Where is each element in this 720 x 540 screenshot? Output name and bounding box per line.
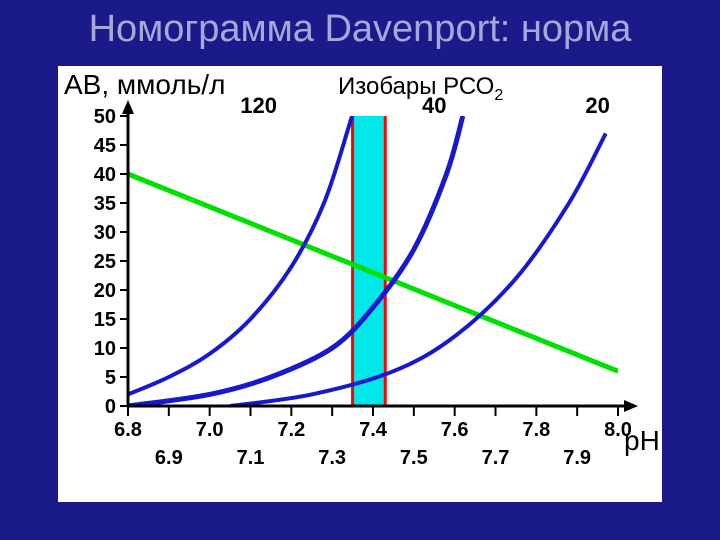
y-tick-label: 50 bbox=[94, 106, 116, 128]
isobars-title: Изобары РСО2 bbox=[338, 73, 503, 104]
x-tick-label: 7.8 bbox=[522, 419, 550, 441]
x-tick-label: 7.1 bbox=[237, 447, 265, 469]
y-tick-label: 15 bbox=[94, 309, 116, 331]
slide-title: Номограмма Davenport: норма bbox=[0, 8, 720, 51]
normal-band bbox=[353, 116, 386, 406]
y-axis-arrow bbox=[122, 100, 134, 114]
davenport-chart: 1204020051015202530354045506.87.07.27.47… bbox=[58, 66, 662, 502]
x-axis-label: рН bbox=[624, 425, 660, 456]
isobar-120 bbox=[128, 99, 357, 395]
x-tick-label: 7.9 bbox=[563, 447, 591, 469]
x-tick-label: 7.3 bbox=[318, 447, 346, 469]
y-tick-label: 40 bbox=[94, 164, 116, 186]
y-tick-label: 0 bbox=[105, 396, 116, 418]
y-tick-label: 20 bbox=[94, 280, 116, 302]
x-tick-label: 7.2 bbox=[277, 419, 305, 441]
isobar-20 bbox=[230, 133, 606, 406]
y-tick-label: 25 bbox=[94, 251, 116, 273]
y-axis-label: АВ, ммоль/л bbox=[64, 69, 225, 100]
x-tick-label: 7.5 bbox=[400, 447, 428, 469]
x-tick-label: 7.7 bbox=[482, 447, 510, 469]
y-tick-label: 30 bbox=[94, 222, 116, 244]
y-tick-label: 35 bbox=[94, 193, 116, 215]
x-tick-label: 6.9 bbox=[155, 447, 183, 469]
slide-background: Номограмма Davenport: норма 120 40 20 0 5 10 1… bbox=[0, 0, 720, 540]
chart-panel: 1204020051015202530354045506.87.07.27.47… bbox=[58, 66, 662, 502]
x-tick-label: 6.8 bbox=[114, 419, 142, 441]
y-tick-label: 45 bbox=[94, 135, 116, 157]
y-tick-label: 10 bbox=[94, 338, 116, 360]
isobar-label-20: 20 bbox=[585, 93, 609, 118]
isobar-label-120: 120 bbox=[240, 93, 277, 118]
x-tick-label: 7.6 bbox=[441, 419, 469, 441]
x-tick-label: 7.4 bbox=[359, 419, 388, 441]
y-tick-label: 5 bbox=[105, 367, 116, 389]
x-tick-label: 7.0 bbox=[196, 419, 224, 441]
x-axis-arrow bbox=[624, 400, 638, 412]
